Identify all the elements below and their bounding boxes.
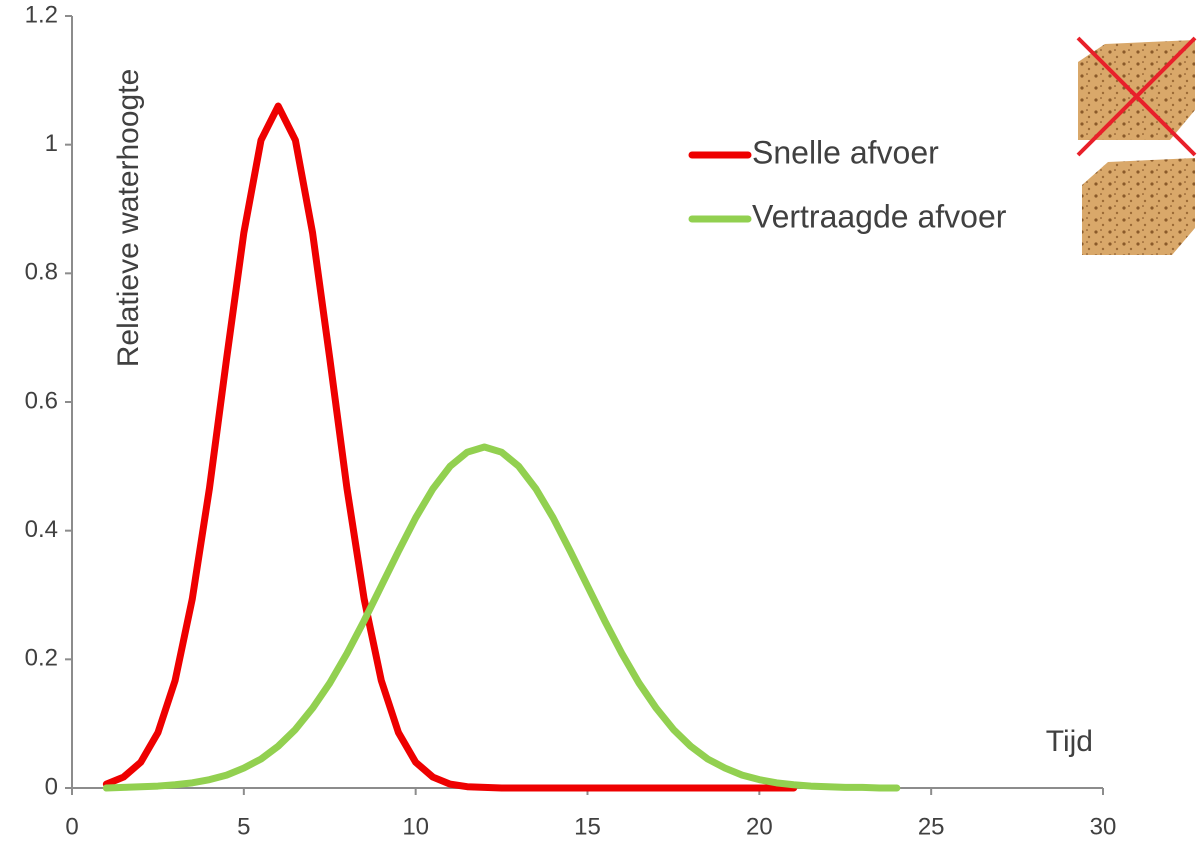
legend-label: Vertraagde afvoer xyxy=(752,198,1007,234)
sponge-bottom xyxy=(1082,158,1195,255)
x-tick-label: 10 xyxy=(402,813,429,840)
series-line xyxy=(102,443,901,792)
sponge-icons xyxy=(1076,36,1197,255)
x-tick-label: 0 xyxy=(65,813,78,840)
legend-label: Snelle afvoer xyxy=(752,134,939,170)
x-tick-label: 25 xyxy=(918,813,945,840)
y-tick-label: 1.2 xyxy=(25,1,58,28)
y-tick-label: 1 xyxy=(45,130,58,157)
y-tick-label: 0.2 xyxy=(25,645,58,672)
x-tick-label: 15 xyxy=(574,813,601,840)
y-tick-label: 0 xyxy=(45,773,58,800)
y-tick-label: 0.4 xyxy=(25,516,58,543)
y-axis-label: Relatieve waterhoogte xyxy=(112,69,145,368)
series-line xyxy=(102,102,798,792)
x-tick-label: 5 xyxy=(237,813,250,840)
y-tick-label: 0.8 xyxy=(25,259,58,286)
cross-line xyxy=(1076,36,1197,157)
x-tick-label: 20 xyxy=(746,813,773,840)
x-axis-label: Tijd xyxy=(1046,725,1093,758)
y-tick-label: 0.6 xyxy=(25,387,58,414)
x-tick-label: 30 xyxy=(1090,813,1117,840)
